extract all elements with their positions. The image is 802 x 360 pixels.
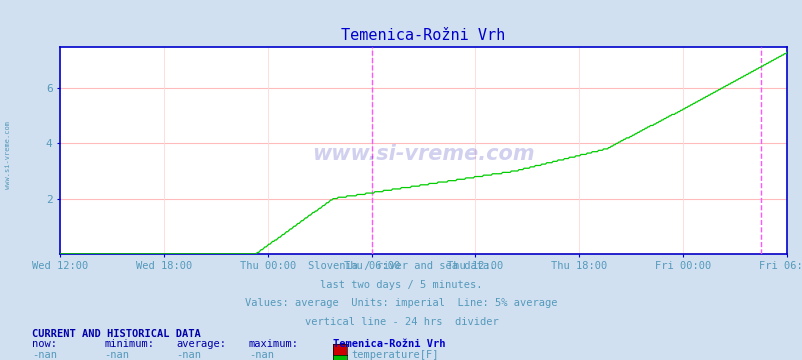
Text: -nan: -nan: [176, 350, 201, 360]
Text: last two days / 5 minutes.: last two days / 5 minutes.: [320, 280, 482, 290]
Text: Temenica-Rožni Vrh: Temenica-Rožni Vrh: [333, 339, 445, 350]
Title: Temenica-Rožni Vrh: Temenica-Rožni Vrh: [341, 28, 505, 43]
Text: average:: average:: [176, 339, 226, 350]
Text: vertical line - 24 hrs  divider: vertical line - 24 hrs divider: [304, 317, 498, 327]
Text: -nan: -nan: [104, 350, 129, 360]
Text: minimum:: minimum:: [104, 339, 154, 350]
Text: -nan: -nan: [249, 350, 273, 360]
Text: now:: now:: [32, 339, 57, 350]
Text: -nan: -nan: [32, 350, 57, 360]
Text: Slovenia / river and sea data.: Slovenia / river and sea data.: [307, 261, 495, 271]
Text: temperature[F]: temperature[F]: [350, 350, 438, 360]
Text: Values: average  Units: imperial  Line: 5% average: Values: average Units: imperial Line: 5%…: [245, 298, 557, 309]
Text: www.si-vreme.com: www.si-vreme.com: [5, 121, 11, 189]
Text: maximum:: maximum:: [249, 339, 298, 350]
Text: CURRENT AND HISTORICAL DATA: CURRENT AND HISTORICAL DATA: [32, 329, 200, 339]
Text: www.si-vreme.com: www.si-vreme.com: [312, 144, 534, 165]
